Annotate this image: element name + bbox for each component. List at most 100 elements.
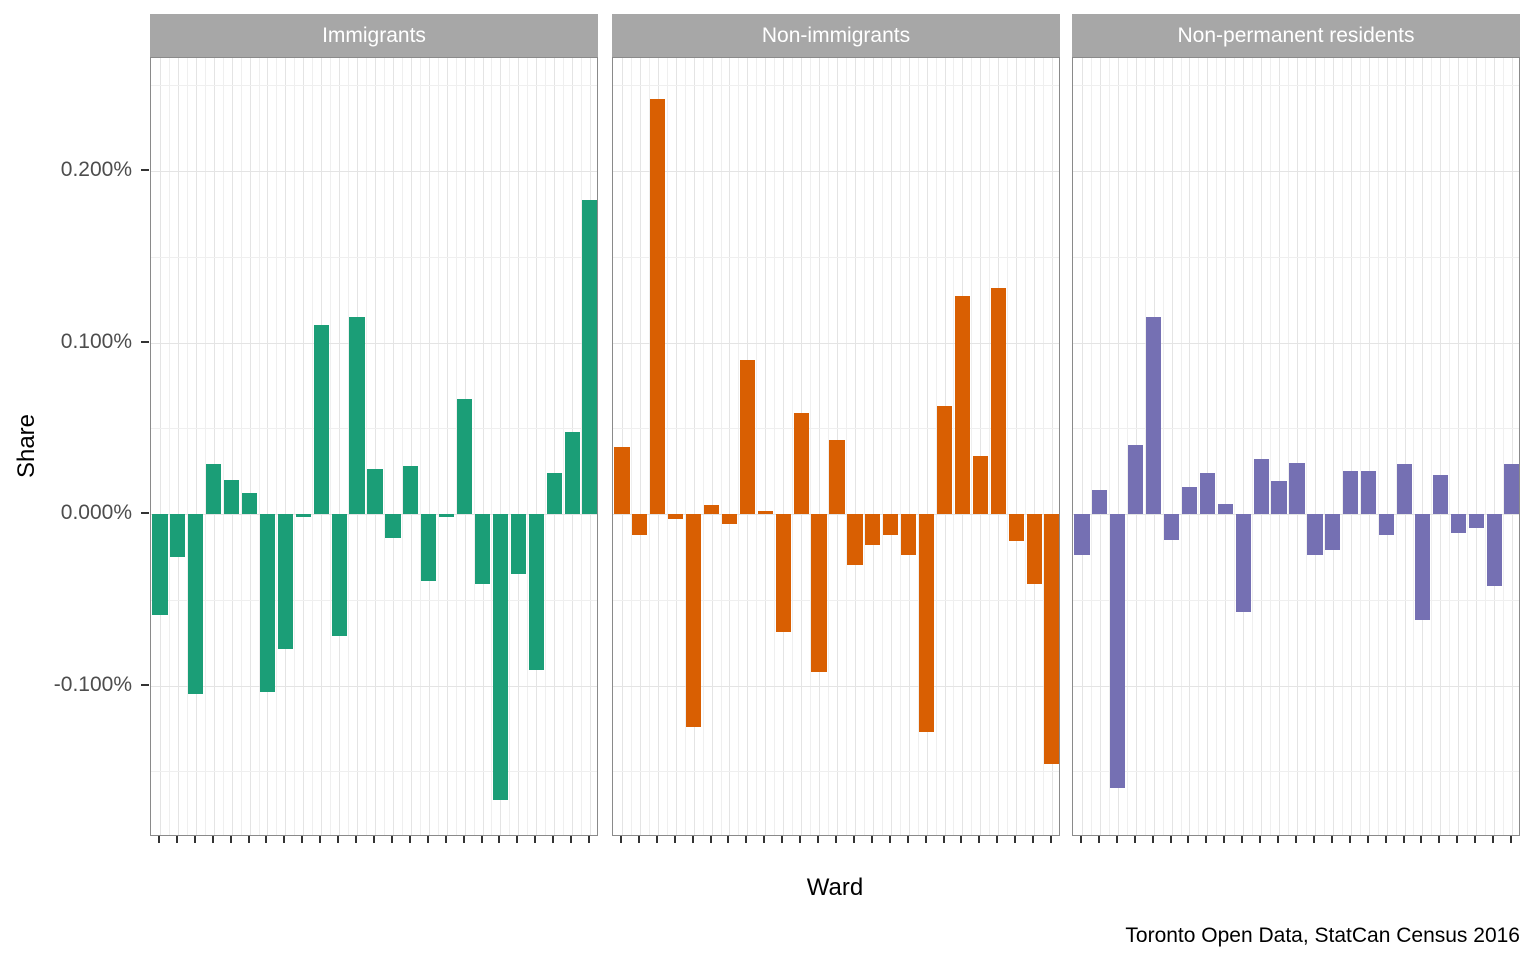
x-tick-mark	[570, 836, 573, 843]
gridline-horizontal-minor	[613, 771, 1059, 773]
x-tick-mark	[655, 836, 658, 843]
gridline-vertical-minor	[1043, 58, 1045, 835]
gridline-vertical-minor	[222, 58, 224, 835]
x-tick-mark	[870, 836, 873, 843]
gridline-vertical-minor	[204, 58, 206, 835]
gridline-horizontal-minor	[151, 256, 597, 258]
bar-non-permanent-residents-ward-9	[1217, 503, 1233, 514]
bar-non-immigrants-ward-3	[650, 98, 666, 514]
bar-non-immigrants-ward-24	[1026, 514, 1042, 585]
x-tick-mark	[1169, 836, 1172, 843]
facet-panel-non-immigrants: Non-immigrants	[612, 0, 1060, 850]
bar-non-permanent-residents-ward-6	[1163, 514, 1180, 540]
gridline-vertical-minor	[810, 58, 812, 835]
gridline-vertical-major	[908, 58, 910, 835]
gridline-vertical-major	[536, 58, 538, 835]
bar-immigrants-ward-14	[385, 514, 401, 538]
bar-non-immigrants-ward-15	[865, 514, 881, 545]
gridline-horizontal-major	[1073, 342, 1519, 344]
gridline-vertical-major	[639, 58, 641, 835]
x-tick-mark	[817, 836, 820, 843]
gridline-horizontal-major	[151, 342, 597, 344]
bar-non-permanent-residents-ward-3	[1110, 514, 1126, 789]
bar-non-permanent-residents-ward-24	[1486, 514, 1502, 587]
bar-immigrants-ward-17	[439, 514, 455, 518]
bar-immigrants-ward-24	[564, 431, 580, 514]
gridline-vertical-major	[1261, 58, 1263, 835]
x-tick-mark	[337, 836, 340, 843]
bar-non-permanent-residents-ward-12	[1271, 481, 1287, 514]
bar-immigrants-ward-21	[510, 514, 526, 575]
bar-non-immigrants-ward-13	[829, 440, 845, 514]
y-tick-mark	[141, 340, 149, 343]
gridline-vertical-minor	[1180, 58, 1182, 835]
gridline-horizontal-major	[613, 514, 1059, 515]
gridline-vertical-major	[231, 58, 233, 835]
x-tick-mark	[1115, 836, 1118, 843]
x-tick-mark	[835, 836, 837, 843]
gridline-vertical-minor	[845, 58, 847, 835]
bar-non-permanent-residents-ward-22	[1450, 514, 1466, 533]
gridline-vertical-major	[500, 58, 502, 835]
bar-immigrants-ward-13	[367, 469, 383, 514]
gridline-horizontal-minor	[151, 428, 597, 430]
x-tick-mark	[781, 836, 784, 843]
gridline-vertical-minor	[738, 58, 740, 835]
gridline-horizontal-minor	[613, 256, 1059, 258]
gridline-horizontal-minor	[151, 599, 597, 601]
gridline-vertical-major	[783, 58, 785, 835]
x-tick-mark	[390, 836, 393, 843]
x-tick-mark	[1205, 836, 1208, 843]
gridline-vertical-major	[213, 58, 215, 835]
gridline-horizontal-minor	[151, 771, 597, 773]
x-tick-mark	[1295, 836, 1297, 843]
gridline-vertical-major	[1297, 58, 1298, 835]
gridline-vertical-minor	[258, 58, 260, 835]
bar-non-immigrants-ward-2	[632, 514, 648, 535]
bar-immigrants-ward-23	[546, 472, 562, 514]
gridline-vertical-major	[1440, 58, 1442, 835]
y-tick-label: 0.100%	[60, 329, 132, 353]
gridline-vertical-major	[675, 58, 677, 835]
x-tick-mark	[211, 836, 214, 843]
x-tick-mark	[1312, 836, 1315, 843]
bar-non-permanent-residents-ward-17	[1361, 471, 1377, 514]
bar-immigrants-ward-15	[403, 465, 419, 514]
gridline-vertical-major	[1422, 58, 1424, 835]
gridline-horizontal-minor	[1073, 85, 1519, 87]
x-tick-mark	[552, 836, 555, 843]
gridline-vertical-minor	[1485, 58, 1487, 835]
bar-non-immigrants-ward-20	[954, 296, 971, 514]
gridline-vertical-major	[1404, 58, 1406, 835]
gridline-vertical-major	[1350, 58, 1352, 835]
x-tick-mark	[1510, 836, 1513, 843]
gridline-vertical-major	[980, 58, 982, 835]
x-tick-mark	[1277, 836, 1280, 843]
gridline-vertical-major	[1225, 58, 1227, 835]
x-tick-mark	[942, 836, 945, 843]
gridline-vertical-minor	[563, 58, 565, 835]
gridline-vertical-major	[1314, 58, 1316, 835]
x-tick-mark	[426, 836, 429, 843]
bar-non-immigrants-ward-25	[1044, 514, 1059, 765]
bar-non-permanent-residents-ward-7	[1181, 486, 1198, 514]
bar-immigrants-ward-18	[457, 399, 473, 514]
bar-non-immigrants-ward-7	[721, 514, 738, 525]
gridline-vertical-major	[854, 58, 856, 835]
gridline-horizontal-minor	[151, 85, 597, 87]
gridline-vertical-minor	[756, 58, 758, 835]
x-tick-mark	[1223, 836, 1226, 843]
gridline-vertical-major	[1016, 58, 1018, 835]
gridline-vertical-major	[1279, 58, 1281, 835]
gridline-vertical-minor	[186, 58, 188, 835]
bar-non-immigrants-ward-12	[811, 514, 827, 672]
bar-non-immigrants-ward-4	[668, 514, 684, 520]
gridline-vertical-minor	[989, 58, 991, 835]
x-tick-mark	[1420, 836, 1423, 843]
x-tick-mark	[996, 836, 999, 843]
gridline-vertical-minor	[1007, 58, 1009, 835]
x-tick-mark	[727, 836, 730, 843]
gridline-vertical-major	[1099, 58, 1101, 835]
gridline-vertical-major	[1052, 58, 1054, 835]
x-tick-mark	[301, 836, 304, 843]
